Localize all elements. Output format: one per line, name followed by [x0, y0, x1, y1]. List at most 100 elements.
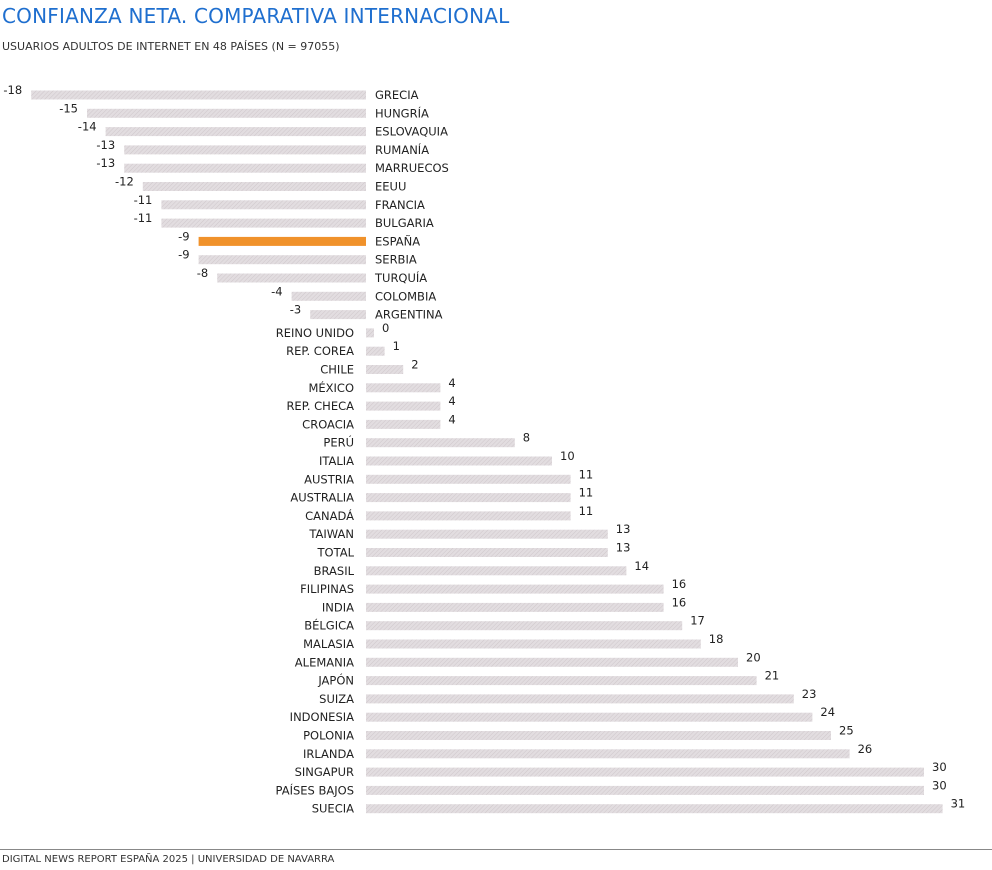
value-label: 17	[690, 614, 705, 628]
bar-rep-checa	[366, 401, 441, 411]
bar-colombia	[291, 291, 366, 301]
category-label: MARRUECOS	[375, 161, 449, 175]
bar-hungría	[87, 108, 366, 118]
value-label: -9	[178, 248, 189, 262]
bar-argentina	[310, 310, 366, 320]
category-label: BÉLGICA	[304, 618, 354, 633]
category-label: INDONESIA	[290, 710, 354, 724]
category-label: TURQUÍA	[374, 270, 427, 285]
value-label: 30	[932, 760, 947, 774]
bar-grecia	[31, 90, 366, 100]
category-label: ARGENTINA	[375, 308, 443, 322]
value-label: 11	[579, 486, 594, 500]
category-label: SINGAPUR	[295, 765, 354, 779]
bar-serbia	[198, 255, 366, 265]
value-label: -18	[3, 83, 22, 97]
category-label: RUMANÍA	[375, 142, 429, 157]
category-label: TOTAL	[317, 546, 355, 560]
value-label: 23	[802, 687, 817, 701]
category-label: SUECIA	[312, 802, 354, 816]
value-label: 24	[820, 705, 835, 719]
bar-indonesia	[366, 712, 813, 722]
bar-francia	[161, 200, 366, 210]
category-label: FRANCIA	[375, 198, 425, 212]
category-label: MALASIA	[303, 637, 354, 651]
bar-chart: GRECIA -18 HUNGRÍA -15 ESLOVAQUIA -14 RUMANÍA -…	[3, 83, 965, 816]
value-label: 26	[858, 742, 873, 756]
value-label: 16	[672, 595, 687, 609]
category-label: TAIWAN	[308, 527, 354, 541]
bar-españa	[198, 236, 366, 246]
category-label: BULGARIA	[375, 216, 434, 230]
chart-title: CONFIANZA NETA. COMPARATIVA INTERNACIONA…	[2, 4, 510, 28]
category-label: SERBIA	[375, 253, 417, 267]
value-label: -15	[59, 101, 78, 115]
footer-source: DIGITAL NEWS REPORT ESPAÑA 2025 | UNIVER…	[2, 854, 335, 865]
bar-malasia	[366, 639, 701, 649]
bar-india	[366, 602, 664, 612]
category-label: SUIZA	[319, 692, 354, 706]
value-label: 21	[765, 669, 780, 683]
bar-perú	[366, 438, 515, 448]
bar-japón	[366, 676, 757, 686]
value-label: 0	[382, 321, 389, 335]
value-label: -13	[96, 156, 115, 170]
value-label: 2	[411, 358, 418, 372]
value-label: 16	[672, 577, 687, 591]
bar-turquía	[217, 273, 366, 283]
value-label: 4	[448, 412, 455, 426]
bar-italia	[366, 456, 552, 466]
value-label: -3	[290, 303, 301, 317]
bar-suecia	[366, 804, 943, 814]
chart-subtitle: USUARIOS ADULTOS DE INTERNET EN 48 PAÍSE…	[2, 40, 340, 53]
category-label: AUSTRALIA	[290, 491, 354, 505]
category-label: ESPAÑA	[375, 233, 420, 248]
category-label: REP. COREA	[286, 344, 354, 358]
value-label: -13	[96, 138, 115, 152]
value-label: -4	[271, 284, 282, 298]
category-label: HUNGRÍA	[375, 105, 429, 120]
value-label: -11	[134, 193, 153, 207]
bar-reino-unido	[366, 328, 374, 338]
bar-alemania	[366, 657, 738, 667]
category-label: ALEMANIA	[295, 655, 354, 669]
bar-total	[366, 548, 608, 557]
category-label: ESLOVAQUIA	[375, 125, 448, 139]
category-label: REINO UNIDO	[276, 326, 354, 340]
category-label: ITALIA	[319, 454, 354, 468]
value-label: 4	[448, 376, 455, 390]
value-label: 13	[616, 541, 631, 555]
category-label: EEUU	[375, 180, 406, 194]
bar-austria	[366, 474, 571, 484]
value-label: -14	[78, 120, 97, 134]
category-label: AUSTRIA	[304, 472, 354, 486]
value-label: 30	[932, 778, 947, 792]
bar-bulgaria	[161, 218, 366, 228]
value-label: 8	[523, 431, 530, 445]
bar-canadá	[366, 511, 571, 521]
value-label: 20	[746, 650, 761, 664]
footer-divider	[0, 849, 992, 850]
category-label: POLONIA	[303, 729, 354, 743]
value-label: 11	[579, 467, 594, 481]
value-label: 18	[709, 632, 724, 646]
value-label: -9	[178, 229, 189, 243]
bar-singapur	[366, 767, 924, 777]
value-label: 13	[616, 522, 631, 536]
category-label: MÉXICO	[308, 380, 354, 395]
value-label: -11	[134, 211, 153, 225]
category-label: CROACIA	[302, 417, 354, 431]
bar-australia	[366, 493, 571, 503]
value-label: -8	[197, 266, 208, 280]
bar-croacia	[366, 419, 441, 429]
bar-irlanda	[366, 749, 850, 759]
bars-group: GRECIA -18 HUNGRÍA -15 ESLOVAQUIA -14 RUMANÍA -…	[3, 83, 965, 816]
category-label: IRLANDA	[303, 747, 354, 761]
category-label: CHILE	[320, 363, 354, 377]
bar-rumanía	[124, 145, 366, 155]
category-label: INDIA	[322, 600, 354, 614]
bar-eeuu	[142, 182, 366, 191]
bar-países-bajos	[366, 785, 924, 795]
category-label: PAÍSES BAJOS	[276, 782, 354, 797]
category-label: REP. CHECA	[286, 399, 354, 413]
